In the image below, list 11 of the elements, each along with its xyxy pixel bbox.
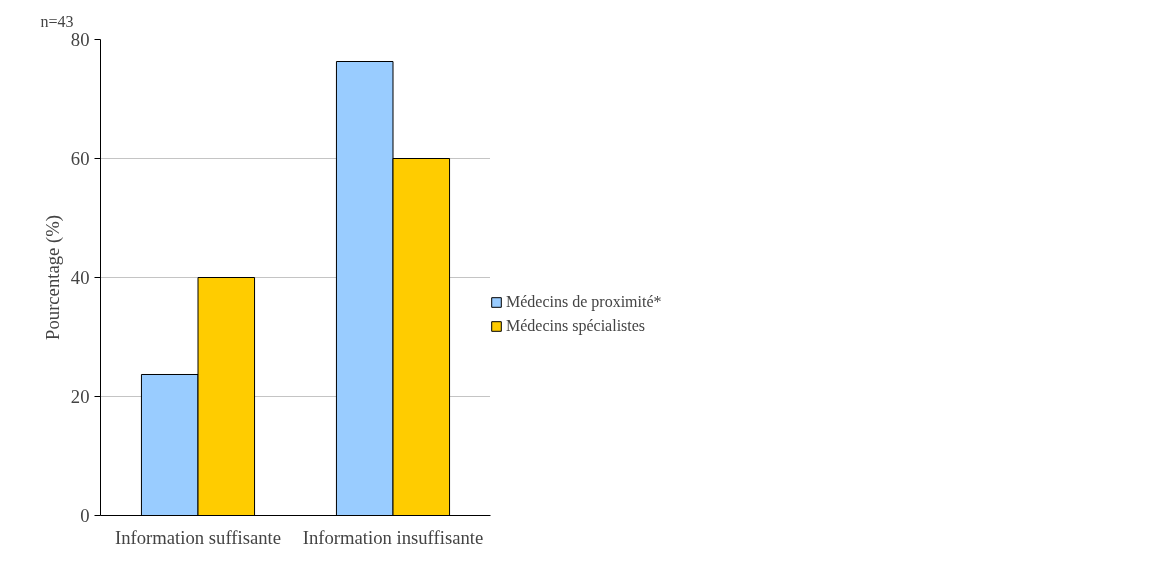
y-tick-label: 60 [70, 148, 90, 169]
text: n=43 [40, 12, 74, 30]
x-tick-label: Information suffisante [115, 526, 281, 548]
y-tick-label: 20 [70, 386, 90, 407]
y-tick-label: 80 [70, 29, 90, 50]
y-axis-title: Pourcentage (%) [41, 215, 64, 340]
y-tick-label: 40 [70, 267, 90, 288]
y-tick-label: 0 [80, 505, 90, 526]
legend-label: Médecins spécialistes [506, 317, 646, 335]
legend-label: Médecins de proximité* [506, 293, 662, 311]
x-tick-label: Information insuffisante [302, 526, 484, 548]
